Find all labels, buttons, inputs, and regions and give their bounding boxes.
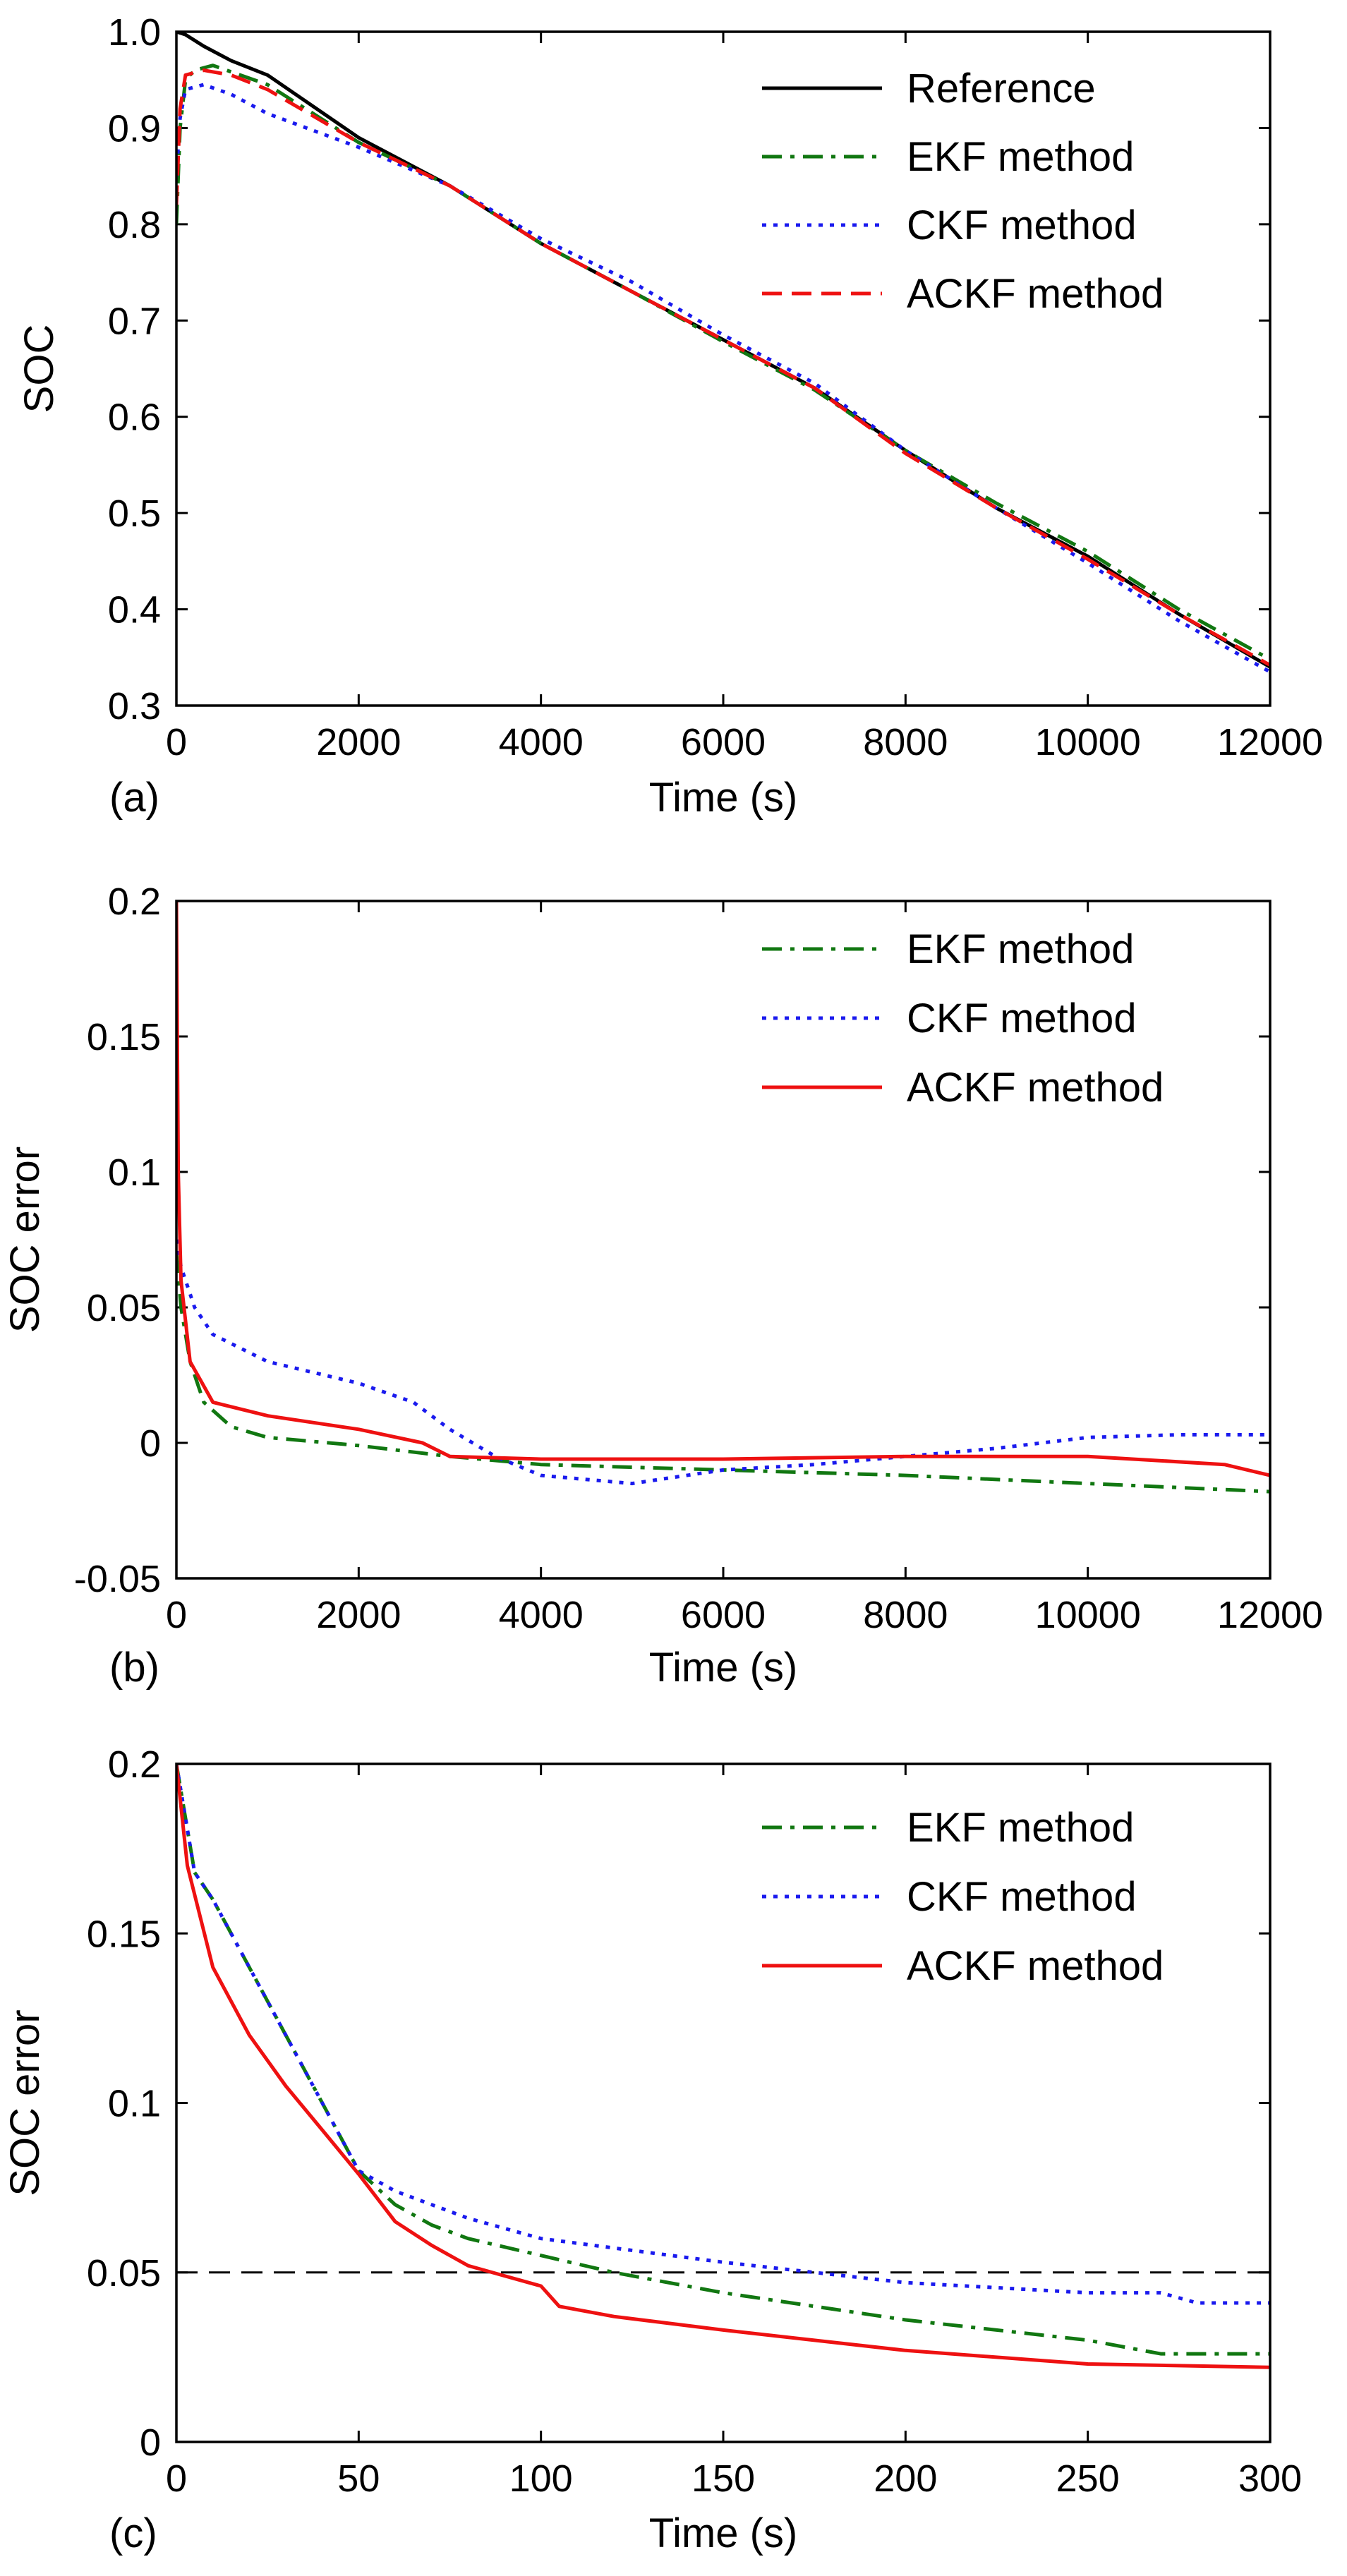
y-tick-label: 0.1 [108,2083,161,2125]
plot-area [176,1764,1270,2442]
y-tick-label: 0.6 [108,397,161,439]
y-tick-label: 0 [140,2421,161,2464]
x-tick-label: 8000 [863,1594,948,1636]
axes-frame [175,900,1272,1580]
x-tick-label: 10000 [1035,1594,1141,1636]
axes-frame [175,1762,1272,2443]
x-tick-label: 10000 [1035,721,1141,763]
series-line-ckf-method [176,1764,1270,2305]
series-line-ckf-method [176,83,1270,674]
panel-label: (a) [109,775,159,821]
y-tick-label: 0.2 [108,881,161,923]
x-tick-label: 4000 [499,1594,584,1636]
x-tick-label: 100 [509,2457,573,2500]
legend-label: EKF method [907,1805,1134,1851]
x-tick-label: 6000 [681,1594,766,1636]
x-tick-label: 0 [166,721,187,763]
legend-label: EKF method [907,134,1134,180]
y-tick-label: 0.3 [108,685,161,727]
legend-label: EKF method [907,926,1134,972]
legend-label: CKF method [907,1874,1137,1920]
plot-area [176,901,1270,1578]
y-tick-label: 0.05 [87,1287,161,1329]
x-tick-label: 0 [166,1594,187,1636]
y-tick-label: 0 [140,1422,161,1465]
x-tick-label: 6000 [681,721,766,763]
x-tick-label: 8000 [863,721,948,763]
y-tick-label: 0.15 [87,1016,161,1058]
x-tick-label: 0 [166,2457,187,2500]
legend: EKF method CKF method ACKF method [762,1805,1164,1989]
y-tick-label: 0.1 [108,1151,161,1194]
x-tick-label: 150 [691,2457,755,2500]
y-tick-label: 0.5 [108,492,161,535]
legend-label: ACKF method [907,271,1164,317]
y-tick-label: -0.05 [74,1558,161,1600]
y-tick-label: 0.7 [108,300,161,342]
series-line-ekf-method [176,1252,1270,1494]
y-tick-label: 0.2 [108,1743,161,1786]
legend-label: CKF method [907,202,1137,248]
y-axis-label: SOC error [2,2009,48,2196]
y-tick-label: 1.0 [108,11,161,54]
legend-label: Reference [907,66,1096,111]
panel-label: (c) [109,2510,157,2556]
series-line-ackf-method [176,1764,1270,2369]
x-tick-label: 200 [874,2457,937,2500]
chart-panel-1: 0 2000 4000 6000 8000 10000 12000 0.3 0.4 0.5 0.6 0… [16,11,1323,821]
x-tick-label: 12000 [1217,721,1323,763]
x-axis-label: Time (s) [649,2510,797,2556]
panel-label: (b) [109,1645,159,1691]
legend: Reference EKF method CKF method ACKF method [762,66,1164,317]
x-tick-label: 2000 [316,721,401,763]
x-axis-label: Time (s) [649,1645,797,1691]
x-tick-label: 4000 [499,721,584,763]
axes-frame [175,30,1272,707]
x-axis-label: Time (s) [649,775,797,821]
y-tick-label: 0.15 [87,1913,161,1955]
x-tick-label: 250 [1056,2457,1120,2500]
y-axis-label: SOC error [2,1147,48,1333]
x-tick-label: 300 [1238,2457,1302,2500]
y-tick-label: 0.8 [108,204,161,246]
chart-panel-3: 0 50 100 150 200 250 300 0 0.05 0.1 0.15 0.2 EKF met… [2,1743,1302,2556]
series-line-ackf-method [176,901,1270,1477]
legend: EKF method CKF method ACKF method [762,926,1164,1111]
y-tick-label: 0.4 [108,589,161,631]
y-axis-label: SOC [16,325,62,413]
y-tick-label: 0.05 [87,2252,161,2294]
x-tick-label: 50 [337,2457,380,2500]
legend-label: ACKF method [907,1065,1164,1111]
chart-panel-2: 0 2000 4000 6000 8000 10000 12000-0.0500.050.1… [2,881,1323,1691]
legend-label: CKF method [907,996,1137,1041]
x-tick-label: 2000 [316,1594,401,1636]
y-tick-label: 0.9 [108,107,161,150]
legend-label: ACKF method [907,1943,1164,1989]
x-tick-label: 12000 [1217,1594,1323,1636]
